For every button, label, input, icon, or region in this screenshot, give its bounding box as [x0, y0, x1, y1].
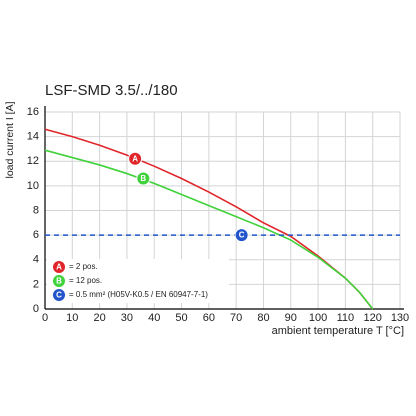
x-tick-label: 20 — [93, 312, 105, 324]
marker-letter: A — [132, 154, 138, 163]
x-tick-label: 10 — [66, 312, 78, 324]
legend-box — [47, 259, 229, 303]
x-tick-label: 60 — [203, 312, 215, 324]
y-tick-label: 12 — [27, 155, 39, 167]
series-line — [44, 149, 374, 310]
marker-badge: B — [52, 274, 66, 288]
marker-circle — [52, 274, 66, 288]
legend-label: = 2 pos. — [69, 262, 98, 271]
marker-circle — [234, 228, 249, 243]
x-tick-label: 40 — [148, 312, 160, 324]
x-tick-label: 90 — [285, 312, 297, 324]
y-tick-label: 10 — [27, 180, 39, 192]
marker-circle — [128, 151, 143, 166]
x-tick-label: 80 — [257, 312, 269, 324]
marker-badge: C — [234, 228, 249, 243]
marker-badge: A — [128, 151, 143, 166]
y-tick-label: 4 — [33, 254, 39, 266]
marker-letter: B — [140, 174, 146, 183]
x-tick-label: 50 — [175, 312, 187, 324]
x-tick-label: 120 — [364, 312, 382, 324]
marker-badge: B — [136, 171, 151, 186]
legend-label: = 12 pos. — [69, 276, 102, 285]
x-tick-label: 100 — [309, 312, 327, 324]
marker-circle — [52, 260, 66, 274]
chart-title: LSF-SMD 3.5/../180 — [45, 82, 178, 99]
y-tick-label: 6 — [33, 229, 39, 241]
marker-letter: B — [56, 277, 62, 286]
marker-circle — [52, 288, 66, 302]
x-tick-label: 30 — [121, 312, 133, 324]
marker-letter: C — [239, 231, 245, 240]
marker-badge: C — [52, 288, 66, 302]
x-axis-label: ambient temperature T [°C] — [272, 325, 404, 337]
x-tick-label: 0 — [42, 312, 48, 324]
legend-label: = 0.5 mm² (H05V-K0.5 / EN 60947-7-1) — [69, 290, 208, 299]
y-tick-label: 0 — [33, 303, 39, 315]
x-tick-label: 70 — [230, 312, 242, 324]
marker-letter: C — [56, 291, 62, 300]
y-tick-label: 2 — [33, 278, 39, 290]
y-tick-label: 16 — [27, 106, 39, 118]
x-tick-label: 110 — [337, 312, 355, 324]
y-tick-label: 14 — [27, 131, 39, 143]
marker-badge: A — [52, 260, 66, 274]
y-tick-label: 8 — [33, 204, 39, 216]
marker-letter: A — [56, 263, 62, 272]
x-tick-label: 130 — [391, 312, 409, 324]
y-axis-label: load current I [A] — [4, 101, 16, 178]
marker-circle — [136, 171, 151, 186]
